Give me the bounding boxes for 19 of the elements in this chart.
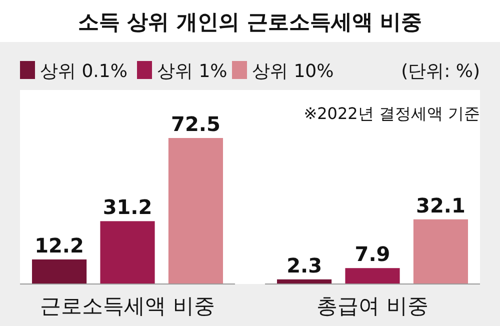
data-label: 32.1 bbox=[416, 193, 466, 218]
x-tick-label: 근로소득세액 비중 bbox=[40, 294, 215, 318]
bar bbox=[413, 219, 468, 284]
data-label: 31.2 bbox=[102, 195, 152, 220]
bar bbox=[168, 138, 223, 284]
legend-label: 상위 10% bbox=[252, 61, 334, 82]
data-label: 7.9 bbox=[354, 242, 390, 266]
data-label: 72.5 bbox=[171, 112, 220, 136]
x-tick-label: 총급여 비중 bbox=[316, 294, 428, 318]
data-label: 2.3 bbox=[286, 253, 322, 278]
bar bbox=[32, 259, 87, 284]
text: ※2022년 결정세액 기준 bbox=[304, 104, 480, 123]
legend-label: 상위 1% bbox=[157, 61, 228, 82]
bar bbox=[100, 221, 155, 284]
bar bbox=[345, 268, 400, 284]
data-label: 12.2 bbox=[34, 233, 84, 258]
text: (단위: %) bbox=[401, 61, 480, 82]
chart-title: 소득 상위 개인의 근로소득세액 비중 bbox=[78, 10, 422, 34]
legend-label: 상위 0.1% bbox=[40, 61, 128, 82]
